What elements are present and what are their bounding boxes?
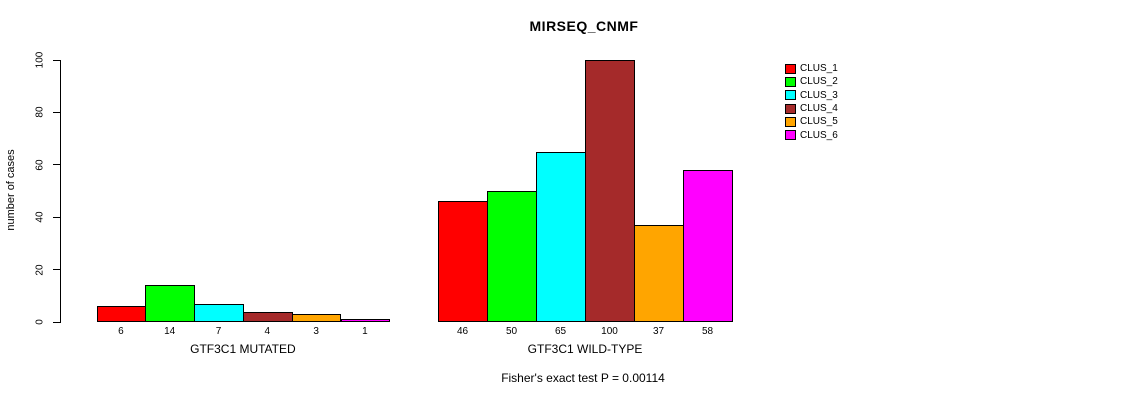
y-tick [53, 59, 60, 61]
y-tick [53, 164, 60, 166]
fisher-test-annotation: Fisher's exact test P = 0.00114 [501, 371, 665, 385]
legend-item-clus_5: CLUS_5 [785, 115, 838, 128]
legend-item-clus_6: CLUS_6 [785, 128, 838, 141]
bar-clus_2-mutated [145, 285, 196, 322]
y-tick-label: 80 [34, 106, 46, 118]
bar-value-label: 58 [701, 326, 714, 337]
legend-swatch-icon [785, 90, 796, 101]
bar-value-label: 100 [601, 326, 618, 337]
bar-clus_6-wild-type [683, 170, 733, 322]
bar-value-label: 4 [264, 326, 271, 337]
bar-value-label: 3 [313, 326, 319, 337]
legend-item-clus_1: CLUS_1 [785, 62, 838, 75]
y-tick [53, 111, 60, 113]
y-tick [53, 321, 60, 323]
bar-value-label: 14 [164, 326, 176, 337]
y-tick [53, 269, 60, 271]
y-tick [53, 216, 60, 218]
bar-value-label: 7 [215, 326, 222, 337]
bar-clus_6-mutated [340, 319, 391, 322]
y-tick-label: 20 [34, 264, 46, 276]
y-tick-label: 0 [34, 319, 46, 325]
legend-swatch-icon [785, 63, 796, 74]
bar-value-label: 46 [456, 326, 469, 337]
y-tick-label: 100 [34, 51, 46, 69]
bar-clus_3-wild-type [536, 151, 586, 322]
legend-item-clus_3: CLUS_3 [785, 89, 838, 102]
chart-title: MIRSEQ_CNMF [529, 18, 639, 34]
legend-swatch-icon [785, 130, 796, 141]
bar-value-label: 1 [362, 326, 368, 337]
bar-clus_1-mutated [96, 306, 147, 322]
bar-clus_4-wild-type [585, 60, 635, 322]
bar-value-label: 6 [118, 326, 124, 337]
legend-swatch-icon [785, 76, 796, 87]
y-tick-label: 40 [34, 211, 46, 223]
bar-value-label: 50 [505, 326, 518, 337]
legend-item-clus_2: CLUS_2 [785, 75, 838, 88]
y-axis-label: number of cases [5, 149, 17, 231]
legend: CLUS_1 CLUS_2 CLUS_3 CLUS_4 CLUS_5 CLUS_6 [785, 62, 838, 142]
bar-value-label: 65 [554, 326, 567, 337]
legend-label: CLUS_2 [800, 76, 838, 88]
bar-value-label: 37 [652, 326, 665, 337]
legend-swatch-icon [785, 103, 796, 114]
bar-clus_5-mutated [291, 314, 342, 322]
group-label-wild-type: GTF3C1 WILD-TYPE [527, 342, 643, 356]
legend-swatch-icon [785, 116, 796, 127]
bar-clus_2-wild-type [487, 191, 537, 322]
bar-clus_5-wild-type [634, 225, 684, 322]
group-label-mutated: GTF3C1 MUTATED [190, 342, 296, 356]
legend-label: CLUS_4 [800, 103, 838, 115]
bar-clus_1-wild-type [438, 201, 488, 322]
bar-clus_3-mutated [194, 303, 244, 322]
bar-clus_4-mutated [242, 311, 293, 322]
legend-item-clus_4: CLUS_4 [785, 102, 838, 115]
legend-label: CLUS_5 [800, 116, 838, 128]
y-tick-label: 60 [34, 159, 46, 171]
legend-label: CLUS_1 [800, 63, 838, 75]
y-axis [60, 60, 61, 323]
legend-label: CLUS_6 [800, 129, 838, 141]
legend-label: CLUS_3 [800, 89, 838, 101]
